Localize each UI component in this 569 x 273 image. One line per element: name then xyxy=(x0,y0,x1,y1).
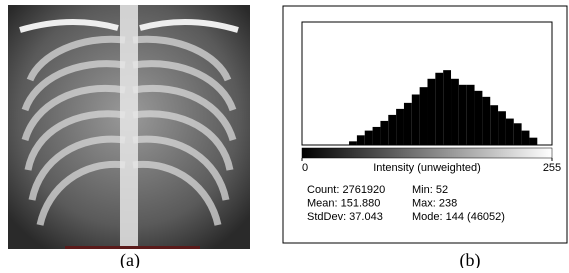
histogram-bar xyxy=(388,115,396,145)
histogram-bar xyxy=(498,111,506,145)
histogram-bar xyxy=(349,141,357,145)
caption: (b) xyxy=(460,250,481,268)
histogram-bar xyxy=(396,109,404,145)
histogram-bar xyxy=(475,91,483,145)
stat-text: Min: 52 xyxy=(412,184,448,196)
histogram-bar xyxy=(490,105,498,145)
histogram-bar xyxy=(467,85,475,145)
histogram-bar xyxy=(427,79,435,145)
figure: (a) Intensity (unweighted) (b) 0 255 Count… xyxy=(0,0,569,268)
stat-text: Max: 238 xyxy=(412,197,457,209)
histogram-bar xyxy=(365,131,373,145)
histogram-bar xyxy=(482,97,490,145)
stat-text: Mean: 151.880 xyxy=(307,197,380,209)
histogram-bar xyxy=(451,79,459,145)
x-axis-label: Intensity (unweighted) xyxy=(373,162,481,174)
x-tick-label: 255 xyxy=(543,162,561,174)
histogram-bar xyxy=(380,121,388,145)
caption: (a) xyxy=(120,250,140,268)
stat-text: Count: 2761920 xyxy=(307,184,385,196)
histogram-bar xyxy=(529,138,537,145)
histogram-bar xyxy=(357,135,365,145)
histogram-bar xyxy=(443,70,451,145)
x-tick-label: 0 xyxy=(302,162,308,174)
histogram-bar xyxy=(412,94,420,145)
histogram-bar xyxy=(435,73,443,145)
histogram-bar xyxy=(404,103,412,145)
stat-text: Mode: 144 (46052) xyxy=(412,211,505,223)
xray-image xyxy=(8,5,250,249)
lut-bar xyxy=(302,148,552,158)
histogram-bar xyxy=(420,87,428,145)
histogram-bar xyxy=(514,123,522,145)
histogram-bar xyxy=(459,85,467,145)
histogram-bar xyxy=(522,131,530,145)
histogram-bar xyxy=(506,119,514,145)
stat-text: StdDev: 37.043 xyxy=(307,211,383,223)
histogram-bar xyxy=(373,127,381,145)
